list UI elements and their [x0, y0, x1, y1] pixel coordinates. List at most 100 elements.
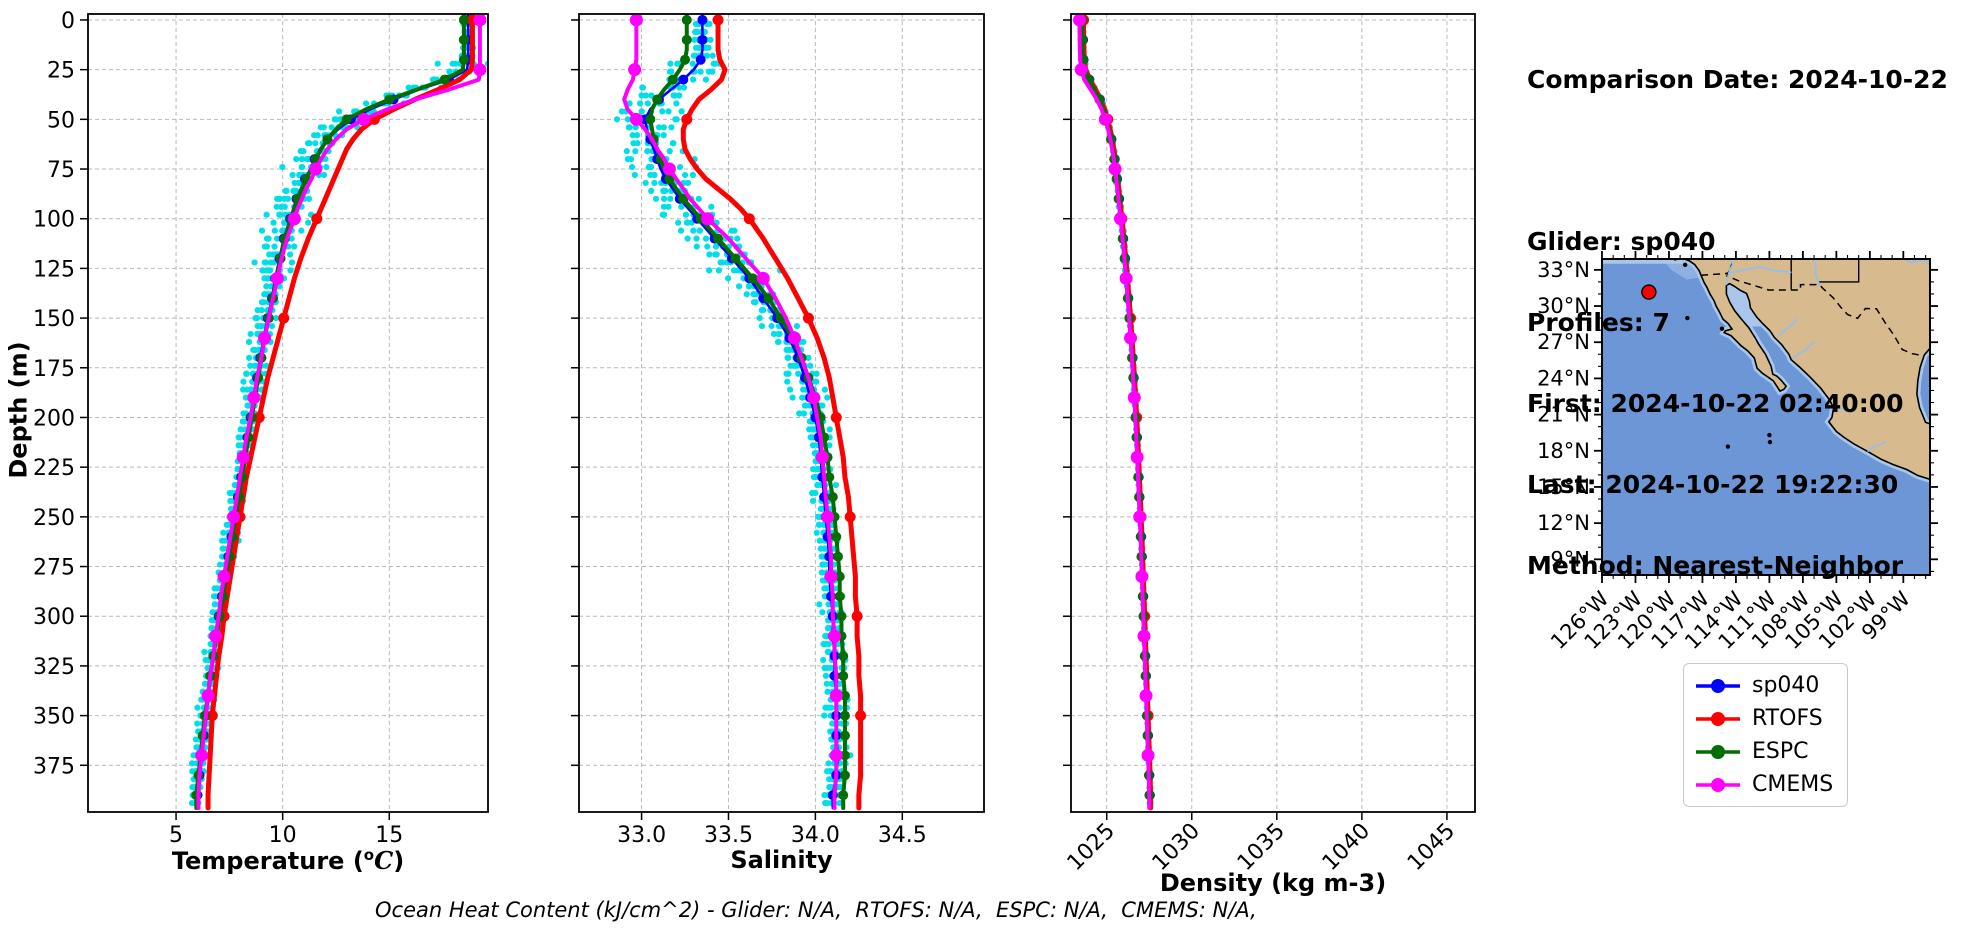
svg-text:27°N: 27°N [1537, 330, 1590, 354]
series-line-CMEMS [622, 14, 839, 811]
density-panel: 1025 1030 1035 1040 1045 [1063, 13, 1476, 876]
depth-axis-title: Depth (m) [5, 341, 33, 479]
depth-axis-title-wrap: Depth (m) [0, 330, 38, 490]
svg-text:300: 300 [33, 605, 75, 630]
glider-scatter-temperature [188, 20, 488, 807]
glider-position-marker [1641, 284, 1657, 300]
svg-text:225: 225 [33, 456, 75, 481]
svg-text:9°N: 9°N [1550, 547, 1590, 571]
series-line-ESPC [648, 14, 847, 811]
map-island [1816, 406, 1821, 412]
map-river [1792, 341, 1815, 359]
legend-item-cmems: CMEMS [1694, 768, 1847, 801]
map-island [1719, 326, 1725, 331]
map-border-us-mexico [1701, 272, 1922, 357]
svg-text:1035: 1035 [1233, 819, 1290, 876]
map-river [1812, 259, 1821, 286]
svg-text:10: 10 [269, 823, 297, 848]
legend-line-dot-icon [1696, 678, 1740, 693]
map-island [1725, 444, 1731, 449]
legend-item-espc: ESPC [1694, 735, 1847, 768]
svg-text:21°N: 21°N [1537, 403, 1590, 427]
temperature-title-pre: Temperature ( [171, 847, 364, 875]
density-axis-title: Density (kg m-3) [1159, 869, 1387, 897]
map-land [1678, 259, 1930, 481]
svg-text:33.0: 33.0 [617, 823, 666, 848]
legend-label: sp040 [1752, 673, 1820, 698]
svg-text:50: 50 [47, 108, 75, 133]
salinity-axis-title: Salinity [730, 846, 833, 874]
first-time-text: First: 2024-10-22 02:40:00 [1527, 389, 1904, 418]
glider-text: Glider: sp040 [1527, 227, 1716, 256]
svg-text:30°N: 30°N [1537, 294, 1590, 318]
map-river [1867, 441, 1887, 452]
svg-text:34.5: 34.5 [878, 823, 927, 848]
series-line-sp040 [643, 14, 840, 810]
series-line-ESPC [194, 14, 466, 811]
legend-item-sp040: sp040 [1694, 669, 1847, 702]
svg-text:150: 150 [33, 307, 75, 332]
legend: sp040 RTOFS ESPC CMEMS [1683, 663, 1848, 807]
svg-text:0: 0 [61, 9, 75, 34]
temperature-title-post: ) [393, 847, 405, 875]
svg-text:275: 275 [33, 556, 75, 581]
series-line-ESPC [1080, 14, 1152, 811]
last-time-text: Last: 2024-10-22 19:22:30 [1527, 470, 1899, 499]
svg-text:25: 25 [47, 59, 75, 84]
info-spacer [1527, 147, 1948, 174]
map-state-line [1818, 259, 1860, 283]
legend-line-dot-icon [1696, 711, 1740, 726]
svg-text:34.0: 34.0 [791, 823, 840, 848]
map-river [1778, 318, 1799, 336]
map-island [1767, 439, 1773, 445]
legend-item-rtofs: RTOFS [1694, 702, 1847, 735]
series-line-CMEMS [1077, 14, 1152, 811]
method-text: Method: Nearest-Neighbor [1527, 551, 1904, 580]
salinity-panel: 33.0 33.5 34.0 34.5 [571, 13, 985, 848]
temperature-panel: 5 10 1502550751001251501752002252502753003… [33, 9, 489, 848]
svg-text:12°N: 12°N [1537, 511, 1590, 535]
legend-label: ESPC [1752, 739, 1809, 764]
temperature-title-core: C [374, 846, 394, 875]
temperature-axis-title: Temperature (oC) [88, 846, 488, 875]
series-line-RTOFS [680, 14, 864, 811]
map-island [1767, 432, 1772, 438]
svg-text:18°N: 18°N [1537, 439, 1590, 463]
series-line-CMEMS [196, 14, 482, 811]
legend-label: CMEMS [1752, 772, 1834, 797]
ocean-heat-content-annotation: Ocean Heat Content (kJ/cm^2) - Glider: N… [375, 898, 1257, 922]
comparison-date-text: Comparison Date: 2024-10-22 [1527, 65, 1948, 94]
svg-text:350: 350 [33, 705, 75, 730]
legend-label: RTOFS [1752, 706, 1823, 731]
svg-text:33.5: 33.5 [704, 823, 753, 848]
svg-text:200: 200 [33, 406, 75, 431]
svg-text:1040: 1040 [1318, 819, 1375, 876]
map-river [1728, 265, 1792, 274]
map-river [1831, 405, 1850, 412]
svg-text:250: 250 [33, 506, 75, 531]
svg-text:375: 375 [33, 754, 75, 779]
svg-text:5: 5 [169, 823, 183, 848]
svg-text:15°N: 15°N [1537, 475, 1590, 499]
svg-text:75: 75 [47, 158, 75, 183]
svg-text:33°N: 33°N [1537, 258, 1590, 282]
series-line-sp040 [1081, 14, 1152, 810]
svg-text:24°N: 24°N [1537, 366, 1590, 390]
svg-text:15: 15 [375, 823, 403, 848]
map-island [1682, 262, 1688, 267]
svg-text:125: 125 [33, 257, 75, 282]
svg-text:100: 100 [33, 208, 75, 233]
svg-text:175: 175 [33, 357, 75, 382]
profiles-text: Profiles: 7 [1527, 308, 1670, 337]
temperature-title-sup: o [363, 846, 375, 864]
info-block: Comparison Date: 2024-10-22 Glider: sp04… [1527, 12, 1948, 606]
map-river [1903, 259, 1930, 265]
svg-text:325: 325 [33, 655, 75, 680]
series-line-RTOFS [1081, 14, 1154, 811]
legend-line-dot-icon [1696, 744, 1740, 759]
svg-text:1045: 1045 [1403, 819, 1460, 876]
map-island [1685, 315, 1690, 321]
svg-text:1025: 1025 [1063, 819, 1120, 876]
